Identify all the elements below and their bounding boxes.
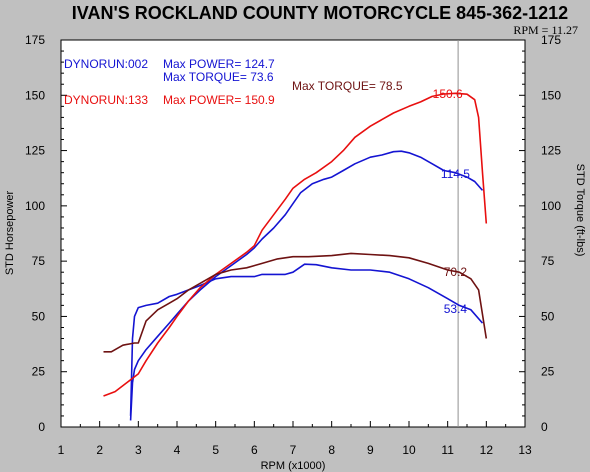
y-tick-label-left: 25 (32, 365, 46, 379)
x-tick-label: 10 (402, 443, 416, 457)
y-axis-right-label: STD Torque (ft-lbs) (574, 164, 586, 257)
y-tick-label-right: 25 (541, 365, 555, 379)
y-tick-label-left: 150 (25, 88, 45, 102)
x-tick-label: 11 (441, 443, 454, 457)
x-axis-ticks: 1 2 3 4 5 6 7 8 9 10 11 12 13 (58, 443, 532, 457)
data-label: 150.6 (433, 87, 463, 101)
data-label: 53.4 (444, 302, 468, 316)
data-label: 70.2 (444, 265, 468, 279)
x-tick-label: 9 (367, 443, 374, 457)
y-tick-label-right: 125 (541, 144, 561, 158)
series-dynorun002-torque (129, 263, 484, 416)
y-tick-label-right: 75 (541, 254, 555, 268)
legend-run-002-name: DYNORUN:002 (64, 57, 148, 71)
x-axis-label: RPM (x1000) (261, 460, 326, 472)
y-axis-right-ticks: 0 25 50 75 100 125 150 175 (541, 33, 561, 434)
series-dynorun002-horsepower (129, 150, 484, 421)
chart-title: IVAN'S ROCKLAND COUNTY MOTORCYCLE 845-36… (72, 3, 568, 23)
y-tick-label-left: 75 (32, 254, 46, 268)
legend-run-002-max-power: Max POWER= 124.7 (163, 57, 275, 71)
y-tick-label-left: 175 (25, 33, 45, 47)
x-tick-label: 6 (251, 443, 258, 457)
series-dynorun133-horsepower (103, 92, 488, 397)
legend-run-133-name: DYNORUN:133 (64, 93, 148, 107)
y-tick-label-left: 100 (25, 199, 45, 213)
y-tick-label-right: 175 (541, 33, 561, 47)
data-label: 114.5 (441, 167, 470, 181)
y-tick-label-right: 50 (541, 309, 555, 323)
y-tick-label-left: 0 (38, 420, 45, 434)
y-tick-label-right: 150 (541, 88, 561, 102)
x-tick-label: 8 (328, 443, 335, 457)
x-tick-label: 13 (518, 443, 532, 457)
y-tick-label-left: 125 (25, 144, 45, 158)
data-labels: 150.6 114.5 70.2 53.4 (433, 87, 471, 316)
x-tick-label: 7 (290, 443, 297, 457)
legend-run-133-max-torque: Max TORQUE= 78.5 (292, 79, 403, 93)
y-tick-label-right: 100 (541, 199, 561, 213)
series-layer (103, 92, 488, 421)
y-tick-label-left: 50 (32, 309, 46, 323)
x-tick-label: 12 (480, 443, 494, 457)
x-tick-label: 1 (58, 443, 65, 457)
rpm-readout: RPM = 11.27 (513, 23, 578, 37)
y-axis-left-label: STD Horsepower (4, 190, 16, 275)
series-dynorun133-torque (103, 252, 488, 353)
legend: DYNORUN:002 Max POWER= 124.7 Max TORQUE=… (64, 57, 403, 107)
x-tick-label: 5 (212, 443, 219, 457)
y-axis-left-ticks: 0 25 50 75 100 125 150 175 (25, 33, 45, 434)
legend-run-002-max-torque: Max TORQUE= 73.6 (163, 70, 274, 84)
y-tick-label-right: 0 (541, 420, 548, 434)
x-tick-label: 3 (135, 443, 142, 457)
minor-ticks (60, 39, 526, 428)
legend-run-133-max-power: Max POWER= 150.9 (163, 93, 275, 107)
x-tick-label: 2 (96, 443, 103, 457)
x-tick-label: 4 (174, 443, 181, 457)
